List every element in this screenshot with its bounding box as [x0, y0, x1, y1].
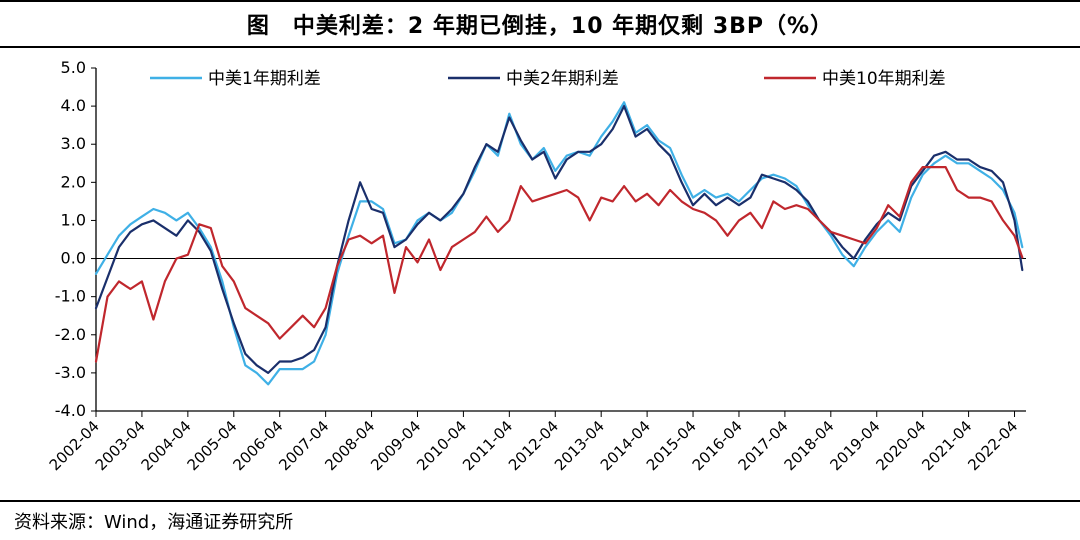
x-tick-label: 2022-04: [964, 417, 1021, 474]
x-tick-label: 2017-04: [735, 417, 792, 474]
chart-title-bar: 图 中美利差：2 年期已倒挂，10 年期仅剩 3BP（%）: [0, 0, 1080, 48]
chart-title: 图 中美利差：2 年期已倒挂，10 年期仅剩 3BP（%）: [246, 14, 834, 39]
y-tick-label: -3.0: [55, 363, 86, 382]
x-tick-label: 2002-04: [46, 417, 103, 474]
series-layer: [94, 101, 1024, 386]
chart-axes: 5.0 4.0 3.0 2.0 1.0 0.0 -1.0 -2.0 -3.0 -4.02002-0…: [46, 58, 1026, 474]
x-tick-label: 2012-04: [505, 417, 562, 474]
x-tick-label: 2006-04: [229, 417, 286, 474]
source-divider: [0, 500, 1080, 502]
source-note: 资料来源：Wind，海通证券研究所: [14, 512, 294, 533]
y-tick-label: 2.0: [61, 172, 86, 191]
x-tick-label: 2011-04: [459, 417, 516, 474]
legend-label-1: 中美1年期利差: [208, 69, 321, 89]
chart-legend: 中美1年期利差 中美2年期利差 中美10年期利差: [150, 69, 946, 89]
y-tick-label: 4.0: [61, 96, 86, 115]
x-tick-label: 2021-04: [918, 417, 975, 474]
x-tick-label: 2019-04: [827, 417, 884, 474]
y-tick-label: -2.0: [55, 325, 86, 344]
y-tick-label: -1.0: [55, 287, 86, 306]
x-tick-label: 2018-04: [781, 417, 838, 474]
x-tick-label: 2013-04: [551, 417, 608, 474]
x-tick-label: 2008-04: [321, 417, 378, 474]
y-tick-label: 1.0: [61, 210, 86, 229]
x-tick-label: 2004-04: [138, 417, 195, 474]
x-tick-label: 2020-04: [872, 417, 929, 474]
legend-label-2: 中美2年期利差: [506, 69, 619, 89]
legend-label-3: 中美10年期利差: [822, 69, 946, 89]
x-tick-label: 2003-04: [92, 417, 149, 474]
series-line-3: [94, 166, 1024, 363]
x-tick-label: 2015-04: [643, 417, 700, 474]
x-tick-label: 2016-04: [689, 417, 746, 474]
x-tick-label: 2005-04: [184, 417, 241, 474]
y-tick-label: 5.0: [61, 58, 86, 77]
series-line-1: [94, 101, 1024, 386]
y-tick-label: 0.0: [61, 249, 86, 268]
x-tick-label: 2010-04: [413, 417, 470, 474]
y-tick-label: -4.0: [55, 401, 86, 420]
x-tick-label: 2014-04: [597, 417, 654, 474]
series-line-2: [94, 105, 1024, 374]
x-tick-label: 2009-04: [367, 417, 424, 474]
y-tick-label: 3.0: [61, 134, 86, 153]
x-tick-label: 2007-04: [275, 417, 332, 474]
